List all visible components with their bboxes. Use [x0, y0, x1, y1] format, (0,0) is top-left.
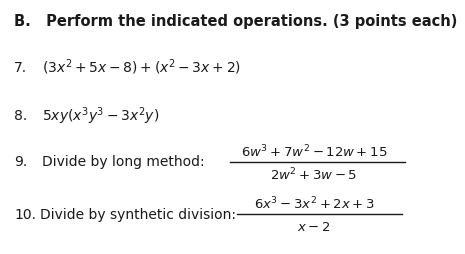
Text: 7.: 7. — [14, 60, 27, 74]
Text: 8.: 8. — [14, 109, 27, 122]
Text: $x-2$: $x-2$ — [297, 220, 331, 233]
Text: 10.: 10. — [14, 208, 36, 221]
Text: B.   Perform the indicated operations. (3 points each): B. Perform the indicated operations. (3 … — [14, 14, 457, 29]
Text: Divide by long method:: Divide by long method: — [42, 154, 205, 168]
Text: $2w^2+3w-5$: $2w^2+3w-5$ — [270, 166, 358, 182]
Text: Divide by synthetic division:: Divide by synthetic division: — [40, 208, 236, 221]
Text: 9.: 9. — [14, 154, 27, 168]
Text: $(3x^2 + 5x - 8) + (x^2 - 3x + 2)$: $(3x^2 + 5x - 8) + (x^2 - 3x + 2)$ — [42, 58, 241, 77]
Text: $6w^3+7w^2-12w+15$: $6w^3+7w^2-12w+15$ — [240, 143, 387, 160]
Text: $6x^3-3x^2+2x+3$: $6x^3-3x^2+2x+3$ — [253, 195, 374, 212]
Text: $5xy(x^3y^3 - 3x^2y)$: $5xy(x^3y^3 - 3x^2y)$ — [42, 105, 159, 126]
